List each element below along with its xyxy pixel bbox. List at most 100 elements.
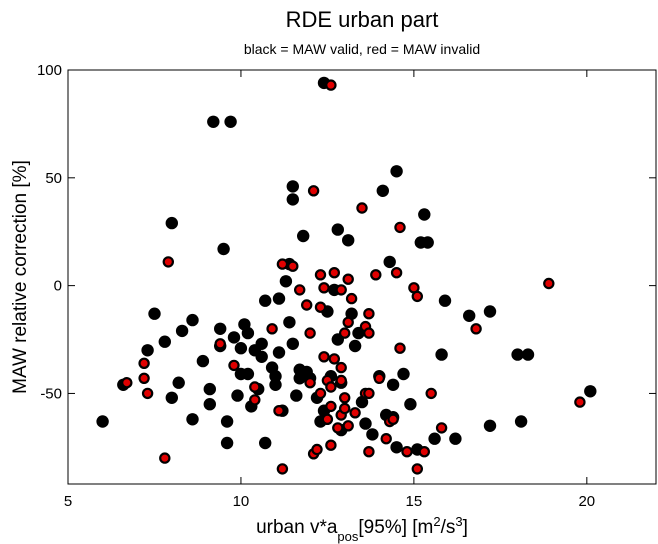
point-valid-91	[483, 419, 497, 432]
point-invalid-21	[311, 443, 323, 456]
point-invalid-0	[121, 377, 133, 389]
point-valid-86	[435, 348, 448, 361]
point-valid-79	[397, 367, 410, 381]
point-invalid-61	[394, 221, 406, 234]
point-invalid-6	[214, 338, 226, 350]
point-valid-13	[203, 398, 216, 411]
point-invalid-11	[273, 405, 285, 417]
point-valid-43	[283, 316, 296, 329]
point-valid-9	[186, 313, 199, 327]
point-invalid-35	[332, 422, 344, 434]
point-invalid-65	[411, 290, 423, 303]
point-valid-7	[172, 376, 185, 389]
point-valid-85	[428, 432, 441, 445]
point-invalid-15	[294, 284, 306, 296]
data-points	[96, 76, 597, 475]
point-valid-39	[272, 346, 286, 359]
point-valid-14	[207, 115, 220, 128]
point-invalid-4	[159, 452, 171, 464]
point-invalid-38	[335, 374, 347, 387]
point-invalid-53	[363, 387, 375, 400]
point-invalid-31	[325, 400, 337, 413]
point-valid-84	[421, 236, 434, 249]
point-invalid-43	[342, 273, 354, 285]
point-invalid-72	[574, 396, 586, 408]
point-valid-32	[255, 350, 268, 363]
point-invalid-13	[276, 463, 289, 475]
point-invalid-36	[335, 284, 347, 296]
point-invalid-46	[345, 292, 358, 305]
x-tick-labels: 5 10 15 20	[64, 493, 595, 510]
point-valid-4	[158, 335, 171, 348]
point-invalid-42	[339, 402, 351, 415]
point-invalid-55	[370, 269, 382, 281]
point-invalid-69	[435, 422, 448, 434]
point-invalid-45	[342, 420, 354, 432]
point-valid-11	[196, 354, 210, 368]
point-invalid-56	[373, 372, 385, 384]
point-invalid-58	[380, 433, 392, 445]
point-valid-2	[141, 344, 154, 357]
point-valid-12	[203, 382, 216, 396]
point-invalid-22	[314, 269, 327, 281]
point-invalid-16	[301, 299, 313, 311]
point-valid-5	[165, 216, 178, 230]
point-valid-93	[514, 415, 528, 428]
point-valid-47	[290, 389, 303, 402]
point-valid-77	[390, 165, 403, 178]
point-invalid-52	[363, 327, 375, 339]
point-valid-33	[259, 294, 272, 307]
point-valid-72	[376, 184, 389, 197]
point-invalid-47	[349, 407, 361, 419]
point-valid-64	[342, 234, 355, 247]
point-valid-87	[438, 294, 452, 307]
point-valid-16	[214, 322, 227, 335]
point-valid-50	[297, 229, 310, 243]
point-invalid-25	[318, 282, 330, 294]
chart-subtitle: black = MAW valid, red = MAW invalid	[244, 41, 480, 57]
point-valid-17	[217, 242, 230, 256]
point-invalid-60	[390, 267, 403, 279]
x-tick-label: 10	[233, 493, 250, 510]
point-valid-18	[220, 415, 234, 428]
point-invalid-62	[394, 342, 406, 354]
point-valid-92	[511, 348, 524, 361]
point-valid-83	[418, 208, 431, 221]
point-valid-89	[463, 309, 476, 322]
point-invalid-32	[325, 439, 337, 451]
point-invalid-9	[249, 381, 261, 393]
y-tick-label: 50	[45, 170, 62, 187]
point-invalid-24	[314, 387, 327, 400]
y-axis-label: MAW relative correction [%]	[10, 160, 31, 394]
point-valid-38	[272, 292, 286, 305]
point-invalid-54	[363, 446, 375, 458]
point-valid-45	[286, 193, 299, 206]
point-invalid-14	[287, 260, 299, 272]
y-tick-label: -50	[40, 385, 62, 402]
point-invalid-44	[342, 316, 354, 328]
point-invalid-67	[418, 446, 430, 458]
point-invalid-51	[363, 308, 375, 320]
point-invalid-37	[335, 361, 347, 374]
point-invalid-17	[304, 377, 316, 389]
point-valid-74	[383, 255, 396, 269]
point-invalid-30	[325, 381, 337, 393]
point-valid-80	[404, 398, 417, 411]
point-valid-3	[148, 307, 161, 320]
point-invalid-68	[425, 387, 437, 400]
y-tick-labels: 50 0 -50 100	[37, 62, 62, 402]
point-invalid-19	[307, 185, 320, 197]
point-invalid-2	[138, 372, 150, 384]
point-invalid-10	[266, 323, 278, 335]
point-invalid-48	[356, 202, 368, 214]
point-invalid-28	[321, 413, 334, 425]
point-valid-60	[331, 223, 344, 236]
point-invalid-8	[249, 394, 261, 406]
point-valid-20	[220, 436, 234, 450]
x-axis-label: urban v*apos[95%] [m2/s3]	[256, 514, 468, 544]
point-valid-27	[241, 367, 255, 381]
axis-ticks	[67, 69, 656, 484]
point-valid-23	[234, 342, 248, 355]
point-invalid-18	[304, 327, 316, 339]
